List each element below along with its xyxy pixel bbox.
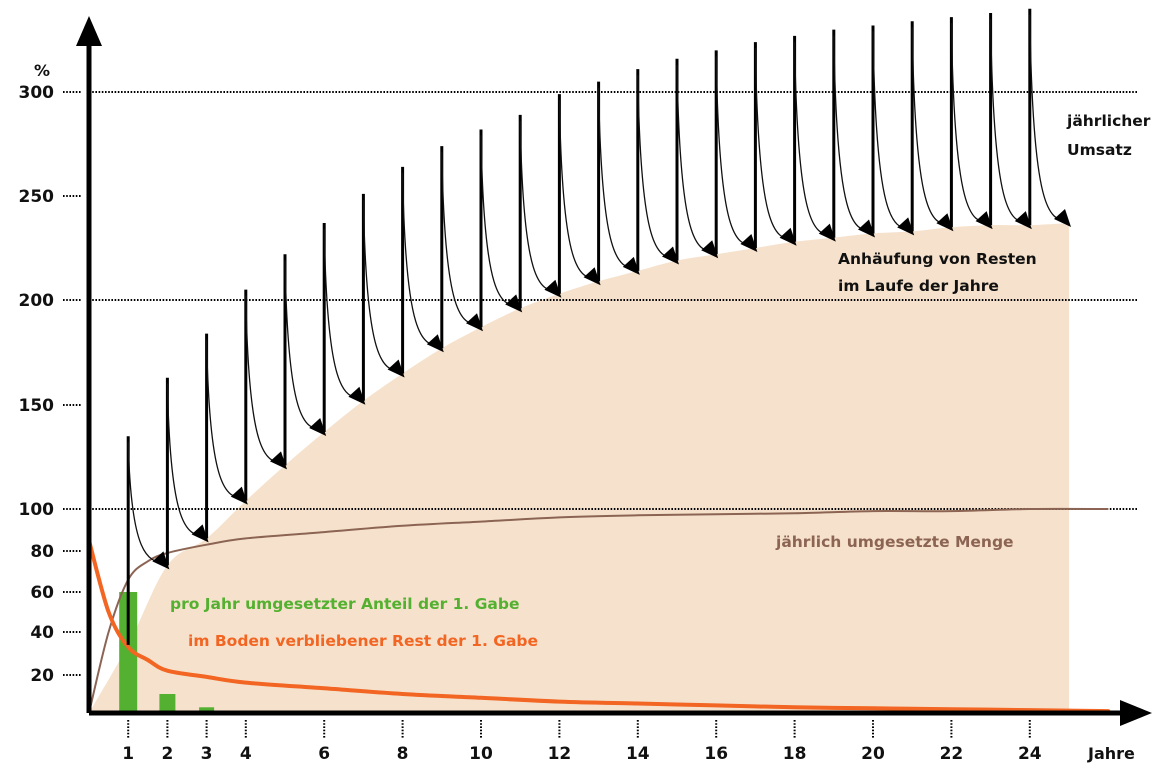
x-tick-label: 16	[704, 744, 728, 764]
x-axis-unit-label: Jahre	[1087, 744, 1135, 763]
decay-arrow	[597, 87, 636, 270]
decay-arrow	[1029, 14, 1068, 222]
y-tick-label: 60	[30, 583, 54, 603]
decay-arrow	[519, 120, 558, 293]
y-tick-label: 150	[19, 396, 55, 416]
decay-arrow	[989, 18, 1028, 224]
y-tick-label: 100	[19, 500, 55, 520]
arrow-head	[466, 313, 483, 332]
y-tick-label: 20	[30, 666, 54, 686]
x-tick-label: 24	[1018, 744, 1042, 764]
accumulation-area	[89, 223, 1069, 713]
x-tick-label: 22	[940, 744, 964, 764]
annotation-accumulation-line-1: Anhäufung von Resten	[838, 250, 1037, 268]
arrow-head	[583, 267, 601, 286]
x-tick-label: 2	[161, 744, 173, 764]
x-tick-label: 20	[861, 744, 885, 764]
annual-turnover-arrows	[126, 8, 1071, 645]
arrow-head	[230, 486, 248, 505]
decay-arrow	[637, 75, 676, 260]
arrow-head	[191, 524, 209, 543]
arrow-head	[544, 279, 562, 298]
arrow-head	[897, 217, 915, 236]
decay-arrow	[715, 56, 754, 247]
x-tick-label: 4	[240, 744, 252, 764]
decay-arrow	[833, 35, 872, 233]
arrow-head	[152, 551, 170, 570]
decay-arrow	[872, 31, 911, 231]
decay-arrow	[793, 41, 832, 237]
y-tick-label: 80	[30, 542, 54, 562]
annotation-accumulation-line-2: im Laufe der Jahre	[838, 277, 999, 295]
arrow-head	[740, 234, 758, 252]
arrow-head	[1014, 211, 1032, 230]
decay-arrow	[245, 295, 284, 464]
arrow-head	[779, 227, 797, 246]
decay-arrow	[950, 23, 989, 224]
x-tick-label: 18	[783, 744, 807, 764]
annual-amount-curve	[88, 507, 1109, 714]
y-tick-label: 40	[30, 623, 54, 643]
decay-arrow	[558, 100, 597, 280]
decay-arrow	[362, 199, 401, 373]
arrow-head	[270, 451, 287, 470]
annotation-share-first-dose: pro Jahr umgesetzter Anteil der 1. Gabe	[170, 595, 520, 613]
bar	[119, 592, 138, 713]
bar-layer	[119, 592, 254, 713]
y-axis-arrowhead	[76, 16, 102, 46]
annotation-annual-amount: jährlich umgesetzte Menge	[775, 533, 1014, 551]
x-axis-arrowhead	[1120, 700, 1152, 726]
x-tick-label: 8	[397, 744, 409, 764]
arrow-head	[818, 223, 836, 242]
arrow-head	[701, 240, 719, 259]
x-tick-label: 3	[201, 744, 213, 764]
decay-arrow	[127, 442, 166, 564]
arrow-head	[505, 294, 523, 313]
y-tick-label: 300	[19, 83, 55, 103]
arrow-head	[662, 246, 679, 265]
arrow-head	[936, 213, 954, 232]
curve-layer	[87, 507, 1111, 714]
arrow-head	[426, 334, 444, 353]
annotation-remainder-first-dose: im Boden verbliebener Rest der 1. Gabe	[188, 632, 538, 650]
decay-arrow	[480, 135, 519, 308]
decay-arrow	[401, 172, 440, 347]
decay-arrow	[284, 260, 323, 431]
axes	[76, 16, 1152, 726]
y-tick-label: 200	[19, 291, 55, 311]
annotation-annual-turnover-line-2: Umsatz	[1067, 141, 1132, 159]
arrow-head	[622, 256, 640, 275]
x-tick-label: 10	[469, 744, 493, 764]
decay-arrow	[323, 229, 362, 400]
decay-arrow	[754, 48, 793, 241]
arrow-head	[387, 359, 405, 378]
decay-arrow	[911, 27, 950, 226]
bar	[199, 707, 215, 713]
decay-arrow	[205, 339, 244, 500]
gridline-layer	[89, 91, 1138, 510]
arrow-head	[348, 386, 366, 405]
accumulation-area-layer	[89, 223, 1069, 713]
x-tick-label: 14	[626, 744, 650, 764]
arrow-head	[858, 219, 875, 238]
x-tick-label: 12	[548, 744, 572, 764]
y-axis-unit-label: %	[34, 61, 50, 80]
arrow-head	[309, 418, 327, 437]
decay-arrow	[166, 383, 205, 538]
bar	[159, 694, 176, 713]
remainder-curve	[87, 538, 1111, 714]
arrow-head	[975, 211, 993, 230]
y-tick-label: 250	[19, 187, 55, 207]
x-tick-label: 6	[318, 744, 330, 764]
annotation-annual-turnover-line-1: jährlicher	[1066, 112, 1151, 130]
x-tick-label: 1	[122, 744, 134, 764]
arrow-head	[1054, 209, 1071, 228]
